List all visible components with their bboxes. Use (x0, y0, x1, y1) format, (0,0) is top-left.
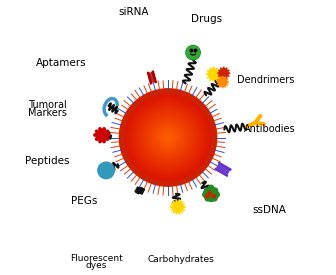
Circle shape (153, 123, 183, 152)
Circle shape (150, 119, 186, 156)
Circle shape (126, 96, 210, 179)
Circle shape (212, 188, 218, 194)
Text: Dendrimers: Dendrimers (237, 75, 294, 85)
Text: Fluorescent: Fluorescent (70, 254, 123, 263)
Text: Drugs: Drugs (191, 14, 222, 24)
Circle shape (127, 97, 209, 178)
Text: Tumoral: Tumoral (28, 100, 67, 109)
Circle shape (138, 108, 198, 167)
Polygon shape (170, 199, 185, 214)
Circle shape (125, 95, 211, 180)
Circle shape (163, 132, 173, 143)
Circle shape (129, 98, 207, 177)
Circle shape (165, 134, 171, 141)
Circle shape (98, 162, 114, 179)
Polygon shape (217, 67, 230, 79)
Circle shape (151, 120, 185, 155)
Circle shape (144, 114, 192, 161)
Circle shape (131, 100, 205, 175)
Circle shape (212, 195, 215, 198)
Circle shape (187, 46, 199, 59)
Text: PEGs: PEGs (71, 196, 97, 206)
Polygon shape (206, 67, 221, 82)
Circle shape (154, 124, 182, 151)
Circle shape (152, 122, 184, 153)
Text: Carbohydrates: Carbohydrates (147, 255, 214, 263)
Text: Antibodies: Antibodies (244, 124, 296, 134)
Circle shape (161, 130, 175, 145)
Circle shape (134, 103, 202, 172)
Circle shape (137, 107, 199, 168)
Circle shape (208, 185, 214, 191)
Circle shape (149, 118, 187, 157)
Text: Aptamers: Aptamers (35, 58, 86, 68)
Circle shape (133, 102, 203, 173)
Circle shape (207, 192, 212, 197)
Circle shape (148, 117, 188, 158)
Circle shape (145, 115, 191, 160)
Circle shape (119, 89, 217, 186)
Circle shape (210, 192, 215, 197)
Circle shape (164, 133, 172, 142)
Circle shape (136, 106, 200, 169)
Circle shape (155, 125, 181, 150)
Circle shape (162, 131, 174, 144)
Circle shape (208, 191, 211, 195)
Circle shape (130, 99, 206, 176)
Circle shape (142, 112, 194, 163)
Text: Markers: Markers (28, 108, 67, 118)
Circle shape (167, 136, 169, 139)
Circle shape (208, 196, 214, 202)
Circle shape (186, 45, 200, 60)
Circle shape (214, 192, 219, 197)
Circle shape (135, 104, 201, 170)
Circle shape (212, 196, 217, 201)
Circle shape (157, 127, 179, 148)
Circle shape (147, 116, 189, 159)
Circle shape (203, 192, 208, 197)
Text: ssDNA: ssDNA (253, 205, 287, 215)
Circle shape (206, 195, 209, 198)
Circle shape (204, 188, 210, 194)
Circle shape (205, 196, 210, 201)
Text: Peptides: Peptides (25, 156, 69, 166)
Circle shape (158, 128, 178, 147)
Circle shape (166, 135, 170, 140)
Circle shape (140, 110, 196, 165)
Text: dyes: dyes (86, 261, 107, 270)
Circle shape (156, 126, 180, 149)
Circle shape (143, 113, 193, 162)
Circle shape (139, 109, 197, 166)
Circle shape (141, 111, 195, 164)
Polygon shape (217, 76, 229, 88)
Circle shape (160, 129, 176, 146)
Circle shape (132, 101, 204, 174)
Text: siRNA: siRNA (118, 7, 149, 17)
